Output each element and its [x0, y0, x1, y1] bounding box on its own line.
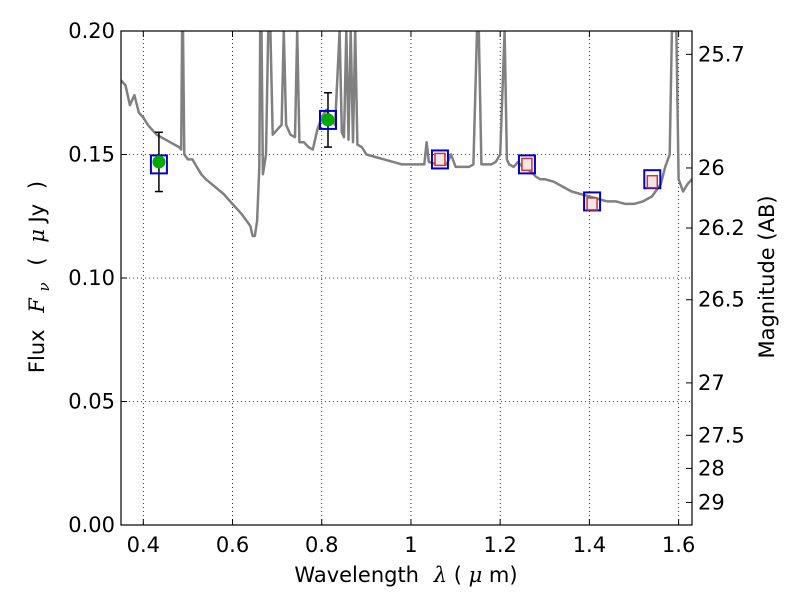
right-tick-label: 27.5 — [698, 423, 745, 447]
x-axis-unit: m) — [489, 563, 518, 587]
right-tick-label: 26 — [698, 156, 725, 180]
x-axis-lambda-symbol: λ — [433, 563, 447, 587]
detection-point — [321, 113, 335, 127]
y-tick-label: 0.05 — [68, 390, 115, 414]
y-axis-title: Flux F ν ( μ Jy ) — [25, 181, 54, 373]
y-tick-label: 0.10 — [68, 266, 115, 290]
right-tick-label: 25.7 — [698, 42, 745, 66]
y-tick-label: 0.00 — [68, 513, 115, 537]
x-tick-label: 1 — [404, 533, 417, 557]
model-band-flux-marker — [318, 109, 337, 130]
x-axis-unit-mu: μ — [469, 563, 483, 587]
model-band-flux-marker — [517, 154, 536, 175]
y-axis-unit-close: ) — [25, 181, 49, 189]
limit-marker — [434, 152, 446, 167]
limit-marker — [521, 157, 533, 172]
limit-marker — [646, 174, 659, 189]
x-tick-label: 0.6 — [216, 533, 249, 557]
axis-ticks — [121, 30, 692, 526]
x-tick-label: 0.8 — [305, 533, 338, 557]
limit-marker — [586, 197, 598, 211]
y-axis-flux-symbol: F — [25, 297, 49, 314]
right-tick-label: 26.2 — [698, 216, 745, 240]
right-tick-label: 27 — [698, 371, 725, 395]
model-band-flux-marker — [149, 154, 168, 175]
tick-labels: 0.4 0.6 0.8 1 1.2 1.4 1.6 0.00 0.05 0.10 0.15 0.20 2… — [68, 19, 745, 557]
x-tick-label: 0.4 — [127, 533, 160, 557]
x-axis-title: Wavelength λ ( μ m) — [294, 563, 517, 587]
right-axis-title: Magnitude (AB) — [755, 195, 779, 358]
x-tick-label: 1.6 — [662, 533, 695, 557]
detection-point — [152, 155, 166, 169]
right-tick-label: 29 — [698, 490, 725, 514]
model-band-flux-marker — [430, 149, 449, 170]
x-tick-label: 1.2 — [483, 533, 516, 557]
model-spectrum-line — [121, 31, 692, 238]
x-axis-unit-open: ( — [454, 563, 462, 587]
x-tick-label: 1.4 — [573, 533, 606, 557]
y-axis-unit-mu: μ — [25, 229, 49, 243]
right-tick-label: 26.5 — [698, 288, 745, 312]
y-axis-title-text: Flux — [25, 329, 49, 373]
y-tick-label: 0.20 — [68, 19, 115, 43]
x-axis-title-text: Wavelength — [294, 563, 419, 587]
plot-area — [121, 31, 692, 238]
right-tick-label: 28 — [698, 456, 725, 480]
y-axis-unit-open: ( — [25, 257, 49, 265]
y-tick-label: 0.15 — [68, 143, 115, 167]
y-axis-unit: Jy — [25, 204, 49, 225]
y-axis-flux-subscript: ν — [35, 282, 53, 291]
